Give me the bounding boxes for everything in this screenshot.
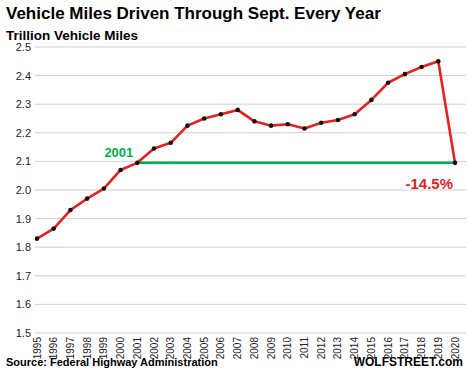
grid-line [35, 275, 466, 276]
point [403, 72, 408, 77]
point [102, 186, 107, 191]
y-tick-label: 2.5 [16, 41, 31, 53]
x-tick-label: 2012 [316, 337, 327, 360]
x-tick-label: 2009 [266, 337, 277, 360]
y-tick-label: 1.6 [16, 298, 31, 310]
x-tick-label: 2008 [249, 337, 260, 360]
grid-line [35, 218, 466, 219]
grid-line [35, 132, 466, 133]
point [419, 65, 424, 70]
y-tick-label: 2.4 [16, 70, 31, 82]
point [286, 122, 291, 127]
y-tick-label: 1.9 [16, 213, 31, 225]
point [302, 126, 307, 131]
y-axis: 1.5 1.6 1.7 1.8 1.9 2.0 2.1 2.2 2.3 2.4 2.5 [16, 41, 466, 339]
y-tick-label: 1.8 [16, 241, 31, 253]
point [386, 80, 391, 85]
x-tick-label: 2013 [332, 337, 343, 360]
point [235, 108, 240, 113]
y-tick-label: 1.5 [16, 327, 31, 339]
y-tick-label: 2.3 [16, 98, 31, 110]
plot-area [35, 59, 457, 241]
point [68, 208, 73, 213]
point [85, 196, 90, 201]
point [152, 146, 157, 151]
y-tick-label: 1.7 [16, 270, 31, 282]
point [51, 226, 56, 231]
x-tick-label: 2011 [299, 337, 310, 359]
annotation: -14.5% [405, 175, 453, 192]
grid-line [35, 333, 466, 334]
point [135, 161, 140, 166]
grid-line [35, 247, 466, 248]
point [202, 116, 207, 121]
grid-line [35, 47, 466, 48]
source: Source: Federal Highway Administration [6, 356, 218, 368]
y-tick-label: 2.0 [16, 184, 31, 196]
reference-label: 2001 [104, 145, 133, 160]
chart-container: Vehicle Miles Driven Through Sept. Every… [0, 0, 469, 374]
chart-svg: Vehicle Miles Driven Through Sept. Every… [0, 0, 469, 374]
point [219, 112, 224, 117]
title: Vehicle Miles Driven Through Sept. Every… [6, 4, 381, 23]
point [369, 98, 374, 103]
credit: WOLFSTREET.com [354, 355, 463, 369]
point [35, 236, 39, 241]
y-tick-label: 2.1 [16, 155, 31, 167]
point [352, 112, 357, 117]
grid-line [35, 304, 466, 305]
point [118, 168, 123, 173]
grid-line [35, 161, 466, 162]
y-tick-label: 2.2 [16, 127, 31, 139]
point [453, 161, 458, 166]
point [185, 123, 190, 128]
series-line [37, 61, 455, 238]
point [269, 123, 274, 128]
grid-line [35, 104, 466, 105]
x-tick-label: 2007 [232, 337, 243, 360]
point [336, 118, 341, 123]
point [168, 141, 173, 146]
point [319, 120, 324, 125]
point [436, 59, 441, 64]
point [252, 119, 257, 124]
reference-line [137, 162, 455, 165]
x-tick-label: 2010 [282, 337, 293, 360]
